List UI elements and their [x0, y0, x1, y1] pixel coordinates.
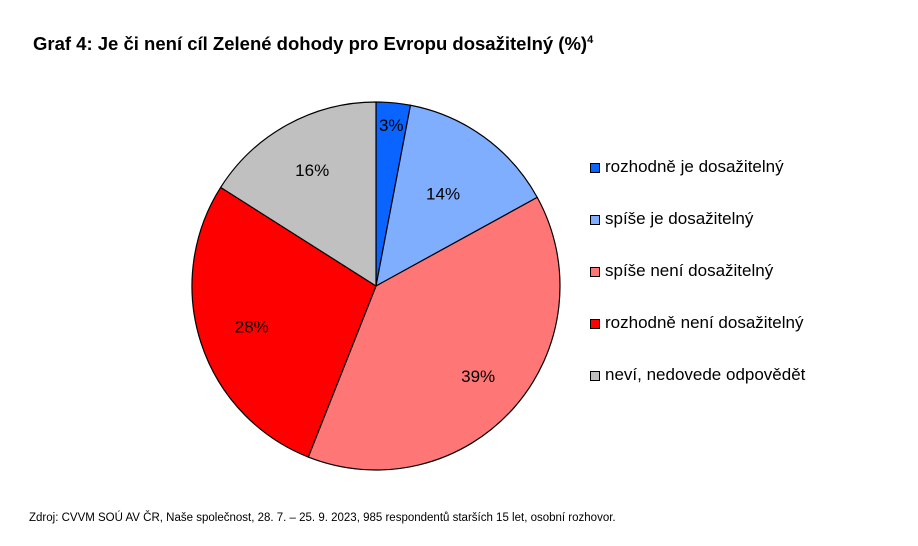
slice-value-label: 16%	[295, 161, 329, 180]
slice-value-label: 39%	[461, 367, 495, 386]
pie-slice	[220, 101, 377, 287]
legend-item: spíše není dosažitelný	[590, 261, 890, 313]
legend-label: spíše není dosažitelný	[605, 261, 774, 280]
chart-title-text: Graf 4: Je či není cíl Zelené dohody pro…	[33, 33, 588, 54]
chart-title: Graf 4: Je či není cíl Zelené dohody pro…	[33, 33, 593, 55]
source-note: Zdroj: CVVM SOÚ AV ČR, Naše společnost, …	[29, 512, 616, 524]
legend-item: spíše je dosažitelný	[590, 209, 890, 261]
legend-swatch	[590, 267, 600, 277]
legend-label: spíše je dosažitelný	[605, 209, 754, 228]
legend-item: neví, nedovede odpovědět	[590, 365, 890, 417]
legend-item: rozhodně je dosažitelný	[590, 157, 890, 209]
legend-item: rozhodně není dosažitelný	[590, 313, 890, 365]
legend: rozhodně je dosažitelný spíše je dosažite…	[590, 157, 890, 417]
legend-label: rozhodně není dosažitelný	[605, 313, 804, 332]
legend-swatch	[590, 163, 600, 173]
pie-slice	[191, 186, 377, 458]
slice-value-label: 3%	[379, 116, 404, 135]
legend-label: neví, nedovede odpovědět	[605, 365, 806, 384]
pie-slice	[307, 196, 561, 471]
slice-value-label: 28%	[235, 317, 269, 336]
pie-slice	[375, 104, 538, 287]
slice-value-label: 14%	[426, 185, 460, 204]
chart-title-footnote: 4	[587, 33, 594, 46]
legend-swatch	[590, 215, 600, 225]
legend-label: rozhodně je dosažitelný	[605, 157, 784, 176]
legend-swatch	[590, 371, 600, 381]
legend-swatch	[590, 319, 600, 329]
